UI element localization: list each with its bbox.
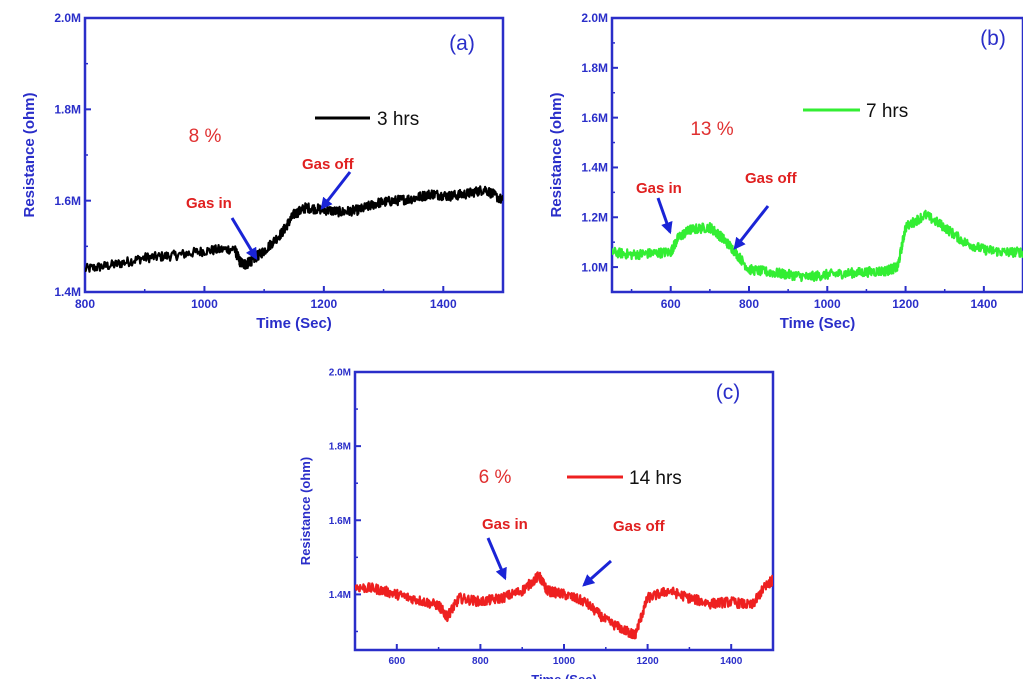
y-tick-label: 1.6M [329, 516, 351, 527]
y-tick-label: 1.8M [54, 103, 81, 117]
gas-in-label: Gas in [186, 195, 232, 212]
x-axis-title: Time (Sec) [256, 315, 332, 332]
x-tick-label: 600 [388, 656, 405, 667]
panel-label: (a) [449, 32, 475, 55]
x-tick-label: 1400 [720, 656, 743, 667]
gas-in-label: Gas in [636, 180, 682, 197]
x-tick-label: 1200 [892, 297, 919, 311]
chart-panel-a: 800 1000 1200 1400 1.4M 1.6M 1.8M 2.0M Time (Sec… [21, 11, 505, 332]
y-tick-label: 1.4M [581, 161, 608, 175]
panel-label: (c) [716, 381, 741, 404]
y-tick-label: 1.2M [581, 210, 608, 224]
annotation-arrow-icon [320, 171, 352, 210]
chart-panel-b: 600 800 1000 1200 1400 1.0M 1.2M 1.4M 1.6M 1.8M 2.… [548, 11, 1023, 332]
x-tick-label: 600 [661, 297, 681, 311]
x-tick-label: 1400 [430, 297, 457, 311]
y-tick-label: 2.0M [329, 368, 351, 379]
x-tick-label: 1000 [191, 297, 218, 311]
plot-frame [83, 16, 505, 294]
y-tick-label: 1.0M [581, 260, 608, 274]
y-tick-label: 2.0M [54, 11, 81, 25]
x-axis-title: Time (Sec) [531, 672, 597, 679]
legend-label: 14 hrs [629, 468, 682, 489]
plot-frame [610, 16, 1023, 294]
response-percent-label: 8 % [189, 126, 222, 147]
annotation-arrow-icon [486, 537, 507, 581]
x-tick-label: 800 [472, 656, 489, 667]
y-axis-title: Resistance (ohm) [21, 92, 38, 217]
annotation-arrow-icon [733, 205, 770, 250]
x-tick-label: 800 [739, 297, 759, 311]
y-tick-label: 1.4M [329, 590, 351, 601]
y-tick-label: 1.8M [581, 61, 608, 75]
x-tick-label: 800 [75, 297, 95, 311]
x-tick-label: 1200 [311, 297, 338, 311]
annotation-arrow-icon [582, 559, 612, 587]
y-tick-label: 1.8M [329, 442, 351, 453]
gas-off-label: Gas off [613, 518, 666, 535]
panel-label: (b) [980, 27, 1006, 50]
gas-in-label: Gas in [482, 516, 528, 533]
y-tick-label: 1.4M [54, 285, 81, 299]
series-line [355, 571, 773, 640]
x-tick-label: 1400 [971, 297, 998, 311]
annotation-arrow-icon [230, 217, 258, 261]
chart-panel-c: 600 800 1000 1200 1400 1.4M 1.6M 1.8M 2.0M Time (… [298, 368, 775, 679]
legend-label: 3 hrs [377, 109, 419, 130]
series-line [612, 209, 1023, 283]
legend-label: 7 hrs [866, 101, 908, 122]
series-line [85, 185, 503, 273]
x-axis-title: Time (Sec) [780, 315, 856, 332]
response-percent-label: 13 % [690, 119, 733, 140]
y-axis-title: Resistance (ohm) [548, 92, 565, 217]
gas-off-label: Gas off [745, 170, 798, 187]
annotation-arrow-icon [656, 197, 673, 235]
y-tick-label: 1.6M [54, 194, 81, 208]
x-tick-label: 1000 [553, 656, 576, 667]
y-axis-title: Resistance (ohm) [298, 457, 313, 565]
x-tick-label: 1000 [814, 297, 841, 311]
response-percent-label: 6 % [479, 467, 512, 488]
x-tick-label: 1200 [636, 656, 659, 667]
gas-off-label: Gas off [302, 156, 355, 173]
y-tick-label: 1.6M [581, 111, 608, 125]
y-tick-label: 2.0M [581, 11, 608, 25]
